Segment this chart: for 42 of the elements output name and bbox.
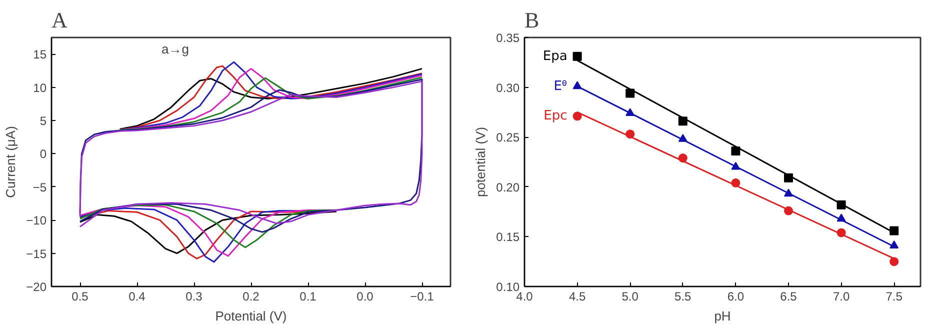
y-axis-title: Current (μA) [3,126,18,198]
x-tick-label: 0.2 [242,290,260,304]
x-tick-label: 0.1 [300,290,317,304]
x-tick-label: 6.5 [780,290,798,304]
annotation: a→g [162,42,189,56]
x-tick-label: −0.1 [410,290,434,304]
y-tick-label: −10 [26,214,47,228]
x-axis-title: pH [714,308,731,324]
y-tick-label: −15 [26,246,47,261]
y-tick-label: 0.15 [496,230,520,244]
x-tick-label: 4.5 [568,290,586,304]
x-tick-label: 7.5 [886,290,903,304]
series-label: Eᶿ [554,78,568,94]
point [572,52,582,61]
y-tick-label: 0.20 [496,180,520,194]
x-tick-label: 6.0 [727,290,744,304]
point [626,88,635,98]
x-tick-label: 5.0 [622,290,639,304]
x-tick-label: 0.5 [72,290,89,304]
y-tick-label: 0.25 [496,130,520,145]
point [731,146,740,156]
point [890,257,899,266]
chart-title: B [524,8,540,32]
x-tick-label: 0.4 [128,290,146,304]
series-label: Epa [542,48,568,64]
y-tick-label: −20 [26,280,47,294]
x-tick-label: 7.0 [832,290,850,304]
y-axis-title: potential (V) [473,126,488,198]
y-tick-label: −5 [32,180,47,194]
point [890,226,899,236]
chart-title: A [52,8,68,32]
x-axis-title: Potential (V) [215,308,287,324]
y-tick-label: 0.35 [496,31,520,45]
y-tick-label: 0 [40,147,47,162]
y-tick-label: 15 [33,48,47,62]
x-tick-label: 5.5 [674,290,692,304]
y-tick-label: 0.30 [496,80,520,95]
x-tick-label: 0.0 [356,290,374,304]
x-tick-label: 0.3 [186,290,203,304]
series-label: Epc [544,108,568,124]
y-tick-label: 10 [33,80,47,95]
y-tick-label: 5 [40,114,47,128]
